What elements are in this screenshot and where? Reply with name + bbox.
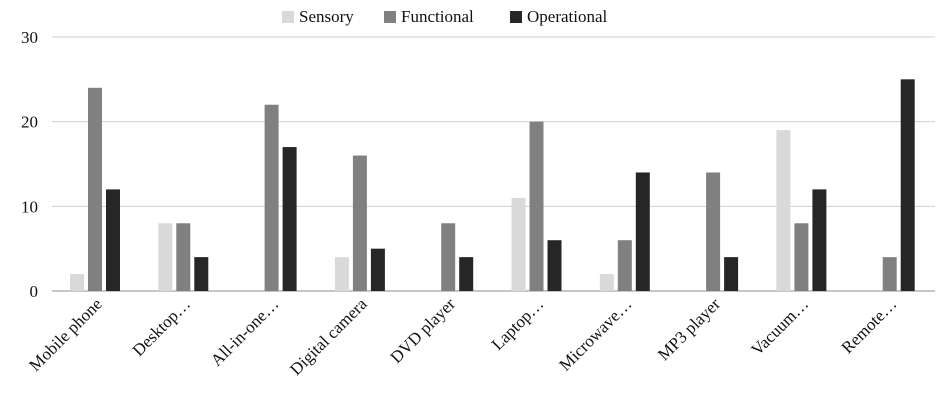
bar-functional-laptop bbox=[529, 121, 544, 292]
bar-functional-microwave bbox=[617, 240, 632, 291]
x-tick-label: Desktop… bbox=[129, 294, 195, 360]
bar-sensory-microwave bbox=[599, 274, 614, 291]
bar-operational-vacuum bbox=[812, 189, 827, 291]
bar-operational-mp3-player bbox=[724, 257, 739, 291]
bar-functional-vacuum bbox=[794, 223, 809, 291]
bar-functional-desktop bbox=[176, 223, 191, 291]
y-tick-label: 0 bbox=[30, 282, 39, 301]
bar-sensory-vacuum bbox=[776, 130, 791, 291]
x-tick-label: Remote… bbox=[838, 294, 901, 357]
legend-label-sensory: Sensory bbox=[299, 7, 354, 26]
bar-functional-remote bbox=[882, 257, 897, 291]
bar-sensory-digital-camera bbox=[334, 257, 349, 291]
legend-label-functional: Functional bbox=[401, 7, 474, 26]
bar-operational-remote bbox=[900, 79, 915, 291]
bar-sensory-laptop bbox=[511, 197, 526, 291]
bar-functional-all-in-one bbox=[264, 104, 279, 291]
bar-operational-digital-camera bbox=[370, 248, 385, 291]
x-tick-label: Microwave… bbox=[555, 294, 635, 374]
x-tick-label: MP3 player bbox=[654, 294, 724, 364]
legend-swatch-functional bbox=[384, 11, 396, 23]
y-tick-label: 10 bbox=[21, 197, 38, 216]
legend-label-operational: Operational bbox=[527, 7, 608, 26]
y-axis: 0 10 20 30 bbox=[21, 28, 38, 301]
bar-functional-mobile-phone bbox=[88, 87, 102, 291]
bar-sensory-desktop bbox=[158, 223, 173, 291]
x-tick-label: All-in-one… bbox=[207, 294, 283, 370]
bar-operational-dvd-player bbox=[459, 257, 474, 291]
bar-operational-desktop bbox=[194, 257, 209, 291]
bar-functional-mp3-player bbox=[706, 172, 721, 291]
x-tick-label: Laptop… bbox=[488, 294, 548, 354]
y-tick-label: 30 bbox=[21, 28, 38, 47]
x-tick-label: Digital camera bbox=[286, 294, 371, 379]
x-tick-label: Mobile phone bbox=[25, 294, 106, 375]
x-axis: Mobile phone Desktop… All-in-one… Digital c… bbox=[25, 294, 900, 379]
bar-operational-microwave bbox=[635, 172, 650, 291]
bar-functional-dvd-player bbox=[441, 223, 456, 291]
bar-sensory-mobile-phone bbox=[70, 274, 84, 291]
bars bbox=[70, 79, 915, 292]
legend-swatch-sensory bbox=[282, 11, 294, 23]
legend: Sensory Functional Operational bbox=[282, 7, 608, 26]
x-tick-label: Vacuum… bbox=[747, 294, 812, 359]
bar-operational-laptop bbox=[547, 240, 562, 291]
legend-swatch-operational bbox=[510, 11, 522, 23]
bar-functional-digital-camera bbox=[352, 155, 367, 291]
y-tick-label: 20 bbox=[21, 113, 38, 132]
bar-operational-all-in-one bbox=[282, 147, 297, 291]
bar-operational-mobile-phone bbox=[106, 189, 120, 291]
x-tick-label: DVD player bbox=[387, 294, 460, 367]
